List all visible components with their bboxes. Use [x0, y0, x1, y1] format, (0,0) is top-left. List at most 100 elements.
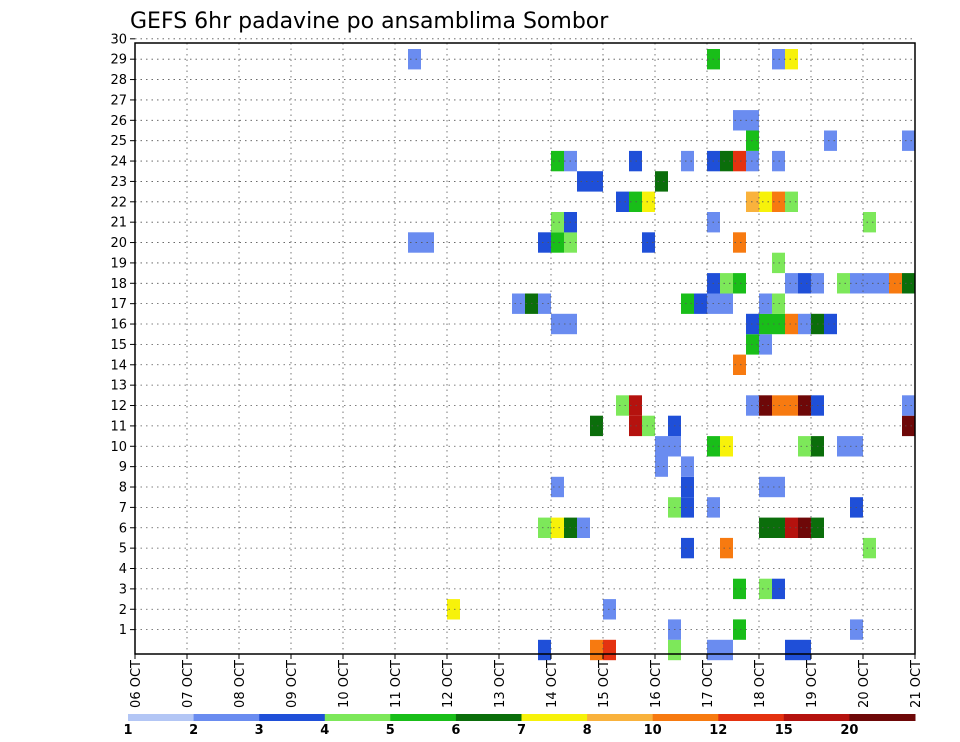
precip-cell	[681, 150, 694, 172]
precip-cell	[681, 497, 694, 518]
colorbar-label: 5	[386, 723, 395, 738]
x-tick-label: 19 OCT	[805, 660, 820, 708]
precip-cell	[733, 232, 746, 253]
y-tick-label: 24	[110, 155, 127, 170]
y-tick-label: 3	[119, 582, 127, 597]
precip-cell	[876, 273, 889, 294]
precip-cell	[551, 517, 564, 538]
colorbar-label: 4	[320, 723, 329, 738]
precip-cell	[447, 599, 460, 620]
colorbar-swatch	[390, 714, 457, 721]
precip-cell	[577, 517, 590, 538]
y-tick-label: 2	[119, 603, 127, 618]
y-tick-label: 11	[110, 419, 127, 434]
y-tick-label: 12	[110, 399, 127, 414]
y-tick-label: 9	[119, 460, 127, 475]
x-tick-label: 10 OCT	[337, 660, 352, 708]
precip-cell	[577, 171, 590, 192]
y-tick-label: 16	[110, 318, 127, 333]
precip-cell	[798, 639, 811, 661]
precip-cell	[759, 476, 772, 498]
precip-cell	[603, 639, 616, 661]
y-tick-label: 13	[110, 379, 127, 394]
plot-frame	[134, 42, 916, 655]
colorbar-label: 3	[255, 723, 264, 738]
y-tick-label: 4	[119, 562, 127, 577]
precip-cell	[759, 517, 772, 538]
precip-cell	[759, 334, 772, 355]
colorbar-swatch	[259, 714, 326, 721]
precip-cell	[590, 415, 603, 437]
precip-cell	[733, 273, 746, 294]
x-tick-label: 12 OCT	[441, 660, 456, 708]
precip-cell	[408, 49, 421, 70]
precip-cell	[733, 150, 746, 172]
x-tick-label: 20 OCT	[857, 660, 872, 708]
precip-cell	[759, 293, 772, 314]
precip-cell	[616, 395, 629, 416]
y-tick-label: 15	[110, 338, 127, 353]
precip-cell	[785, 49, 798, 70]
precip-cell	[538, 293, 551, 314]
colorbar-swatch	[587, 714, 654, 721]
precip-cell	[785, 191, 798, 212]
colorbar-swatch	[521, 714, 588, 721]
precip-cell	[720, 293, 733, 314]
y-tick-label: 21	[110, 216, 127, 231]
precip-cell	[681, 293, 694, 314]
precip-cell	[642, 191, 655, 212]
y-tick-label: 30	[110, 32, 127, 47]
precip-cell	[759, 395, 772, 416]
y-tick-label: 14	[110, 358, 127, 373]
colorbar-swatch	[324, 714, 391, 721]
x-tick-label: 21 OCT	[909, 660, 924, 708]
precip-cell	[785, 313, 798, 335]
precip-cell	[798, 436, 811, 457]
y-tick-label: 18	[110, 277, 127, 292]
y-tick-label: 7	[119, 501, 127, 516]
precip-cell	[720, 150, 733, 172]
colorbar-label: 15	[775, 723, 793, 738]
precip-cell	[824, 130, 837, 151]
precip-cell	[902, 130, 915, 151]
precip-cell	[798, 395, 811, 416]
precip-cell	[902, 273, 915, 294]
precip-cell	[590, 639, 603, 661]
precip-cell	[837, 436, 850, 457]
colorbar-label: 1	[123, 723, 132, 738]
precip-cell	[408, 232, 421, 253]
precip-cell	[824, 313, 837, 335]
precip-cell	[733, 619, 746, 640]
x-tick-label: 16 OCT	[649, 660, 664, 708]
y-tick-label: 19	[110, 256, 127, 271]
precip-cell	[733, 354, 746, 375]
precip-cell	[785, 517, 798, 538]
precip-cell	[902, 395, 915, 416]
y-tick-label: 25	[110, 134, 127, 149]
colorbar-swatch	[128, 714, 195, 721]
precip-cell	[538, 639, 551, 661]
colorbar-swatch	[455, 714, 522, 721]
precip-cell	[720, 639, 733, 661]
y-tick-label: 17	[110, 297, 127, 312]
y-tick-label: 27	[110, 93, 127, 108]
y-tick-label: 22	[110, 195, 127, 210]
precip-cell	[785, 639, 798, 661]
y-tick-label: 10	[110, 440, 127, 455]
precip-cell	[720, 273, 733, 294]
precip-cell	[798, 517, 811, 538]
precip-cell	[863, 212, 876, 233]
x-tick-label: 07 OCT	[181, 660, 196, 708]
precip-cell	[616, 191, 629, 212]
precip-cell	[551, 150, 564, 172]
precip-cell	[681, 456, 694, 477]
y-tick-label: 6	[119, 521, 127, 536]
colorbar: 1 2 3 4 5 6 7 8 10 12 15 20	[123, 714, 916, 738]
precip-cell	[785, 395, 798, 416]
colorbar-label: 6	[451, 723, 460, 738]
colorbar-swatch	[849, 714, 916, 721]
colorbar-label: 2	[189, 723, 198, 738]
y-tick-label: 1	[119, 623, 127, 638]
precip-cell	[551, 313, 564, 335]
